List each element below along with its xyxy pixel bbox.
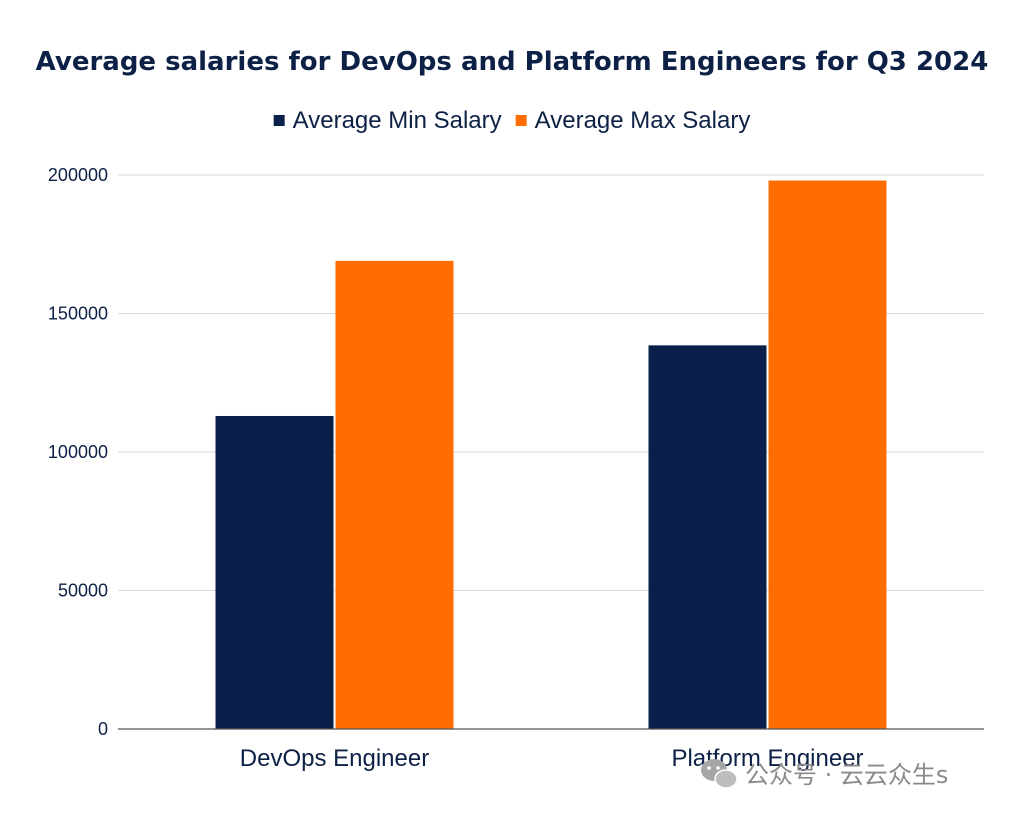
y-tick-label: 100000	[48, 442, 108, 462]
watermark-text: 公众号 · 云云众生s	[745, 761, 948, 789]
legend-swatch	[515, 115, 527, 126]
x-category-label: DevOps Engineer	[240, 745, 429, 772]
legend-item: Average Min Salary	[273, 107, 502, 134]
chart-legend: Average Min Salary Average Max Salary	[273, 107, 751, 134]
y-tick-label: 0	[98, 719, 108, 739]
watermark: 公众号 · 云云众生s	[701, 759, 948, 789]
legend-swatch	[273, 115, 285, 126]
legend-label: Average Min Salary	[293, 107, 502, 134]
y-tick-label: 150000	[48, 304, 108, 324]
bar-min-salary	[215, 415, 334, 729]
y-axis-ticks: 0 50000 100000 150000 200000	[48, 165, 108, 739]
y-tick-label: 50000	[58, 581, 108, 601]
bar-series	[215, 180, 887, 730]
wechat-icon	[701, 759, 738, 789]
legend-label: Average Max Salary	[535, 107, 751, 134]
bar-max-salary	[335, 260, 454, 729]
bar-min-salary	[648, 345, 767, 729]
chart-title: Average salaries for DevOps and Platform…	[36, 47, 989, 77]
bar-max-salary	[768, 180, 887, 730]
legend-item: Average Max Salary	[515, 107, 751, 134]
y-tick-label: 200000	[48, 165, 108, 185]
